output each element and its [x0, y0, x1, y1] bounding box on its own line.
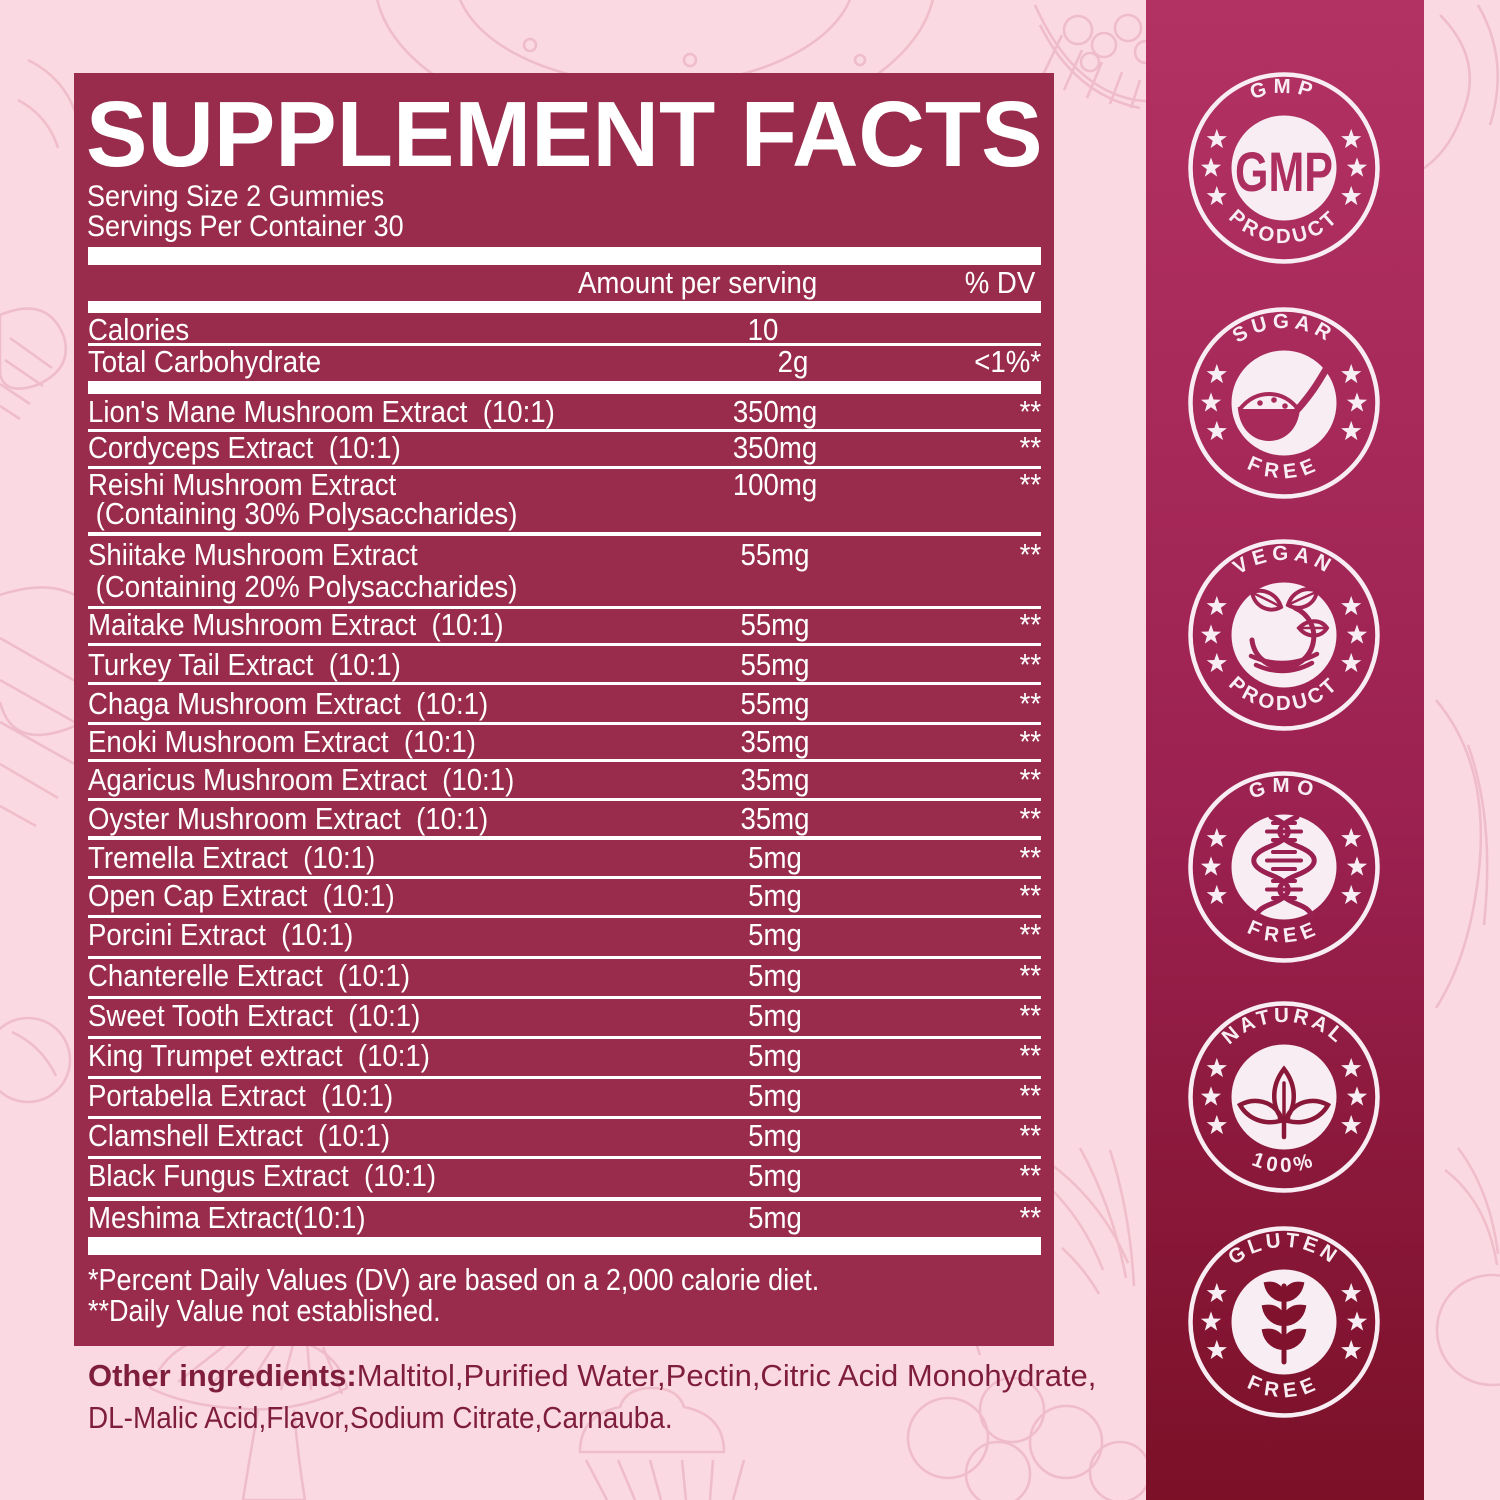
svg-text:FREE: FREE	[1244, 452, 1324, 484]
svg-text:100%: 100%	[1249, 1148, 1319, 1178]
svg-text:FREE: FREE	[1244, 916, 1324, 948]
svg-text:NATURAL: NATURAL	[1218, 1004, 1351, 1049]
svg-text:GMO: GMO	[1246, 774, 1322, 803]
svg-text:FREE: FREE	[1244, 1371, 1324, 1403]
svg-text:GLUTEN: GLUTEN	[1224, 1229, 1344, 1270]
svg-text:GMP: GMP	[1235, 140, 1333, 203]
svg-text:GMP: GMP	[1247, 75, 1320, 104]
